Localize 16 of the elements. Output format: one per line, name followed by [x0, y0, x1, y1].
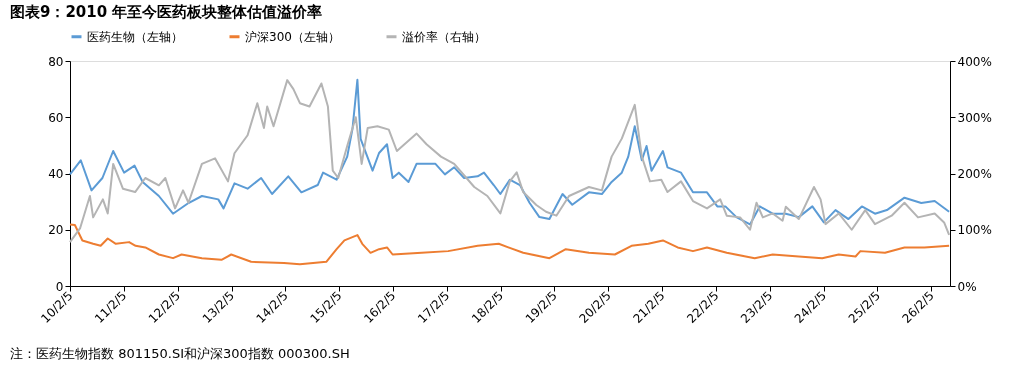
y-tick-label: 40: [48, 167, 64, 181]
y2-tick-label: 200%: [957, 167, 992, 181]
y-tick-label: 60: [48, 110, 64, 125]
y2-tick-label: 400%: [957, 54, 992, 69]
y-tick-label: 80: [48, 54, 64, 69]
y2-tick-label: 100%: [957, 223, 992, 238]
text: 注：医药生物指数 801150.SI和沪深300指数 000300.SH: [10, 346, 350, 361]
y-tick-label: 0: [55, 279, 64, 294]
y2-tick-label: 0%: [957, 279, 977, 294]
legend-label: 医药生物（左轴）: [87, 29, 183, 44]
legend-label: 溢价率（右轴）: [402, 29, 486, 44]
y-tick-label: 20: [48, 223, 64, 238]
y2-tick-label: 300%: [957, 110, 992, 125]
chart-title: 图表9：2010 年至今医药板块整体估值溢价率: [10, 3, 323, 21]
legend-label: 沪深300（左轴）: [245, 29, 340, 44]
line-series: [69, 223, 951, 266]
